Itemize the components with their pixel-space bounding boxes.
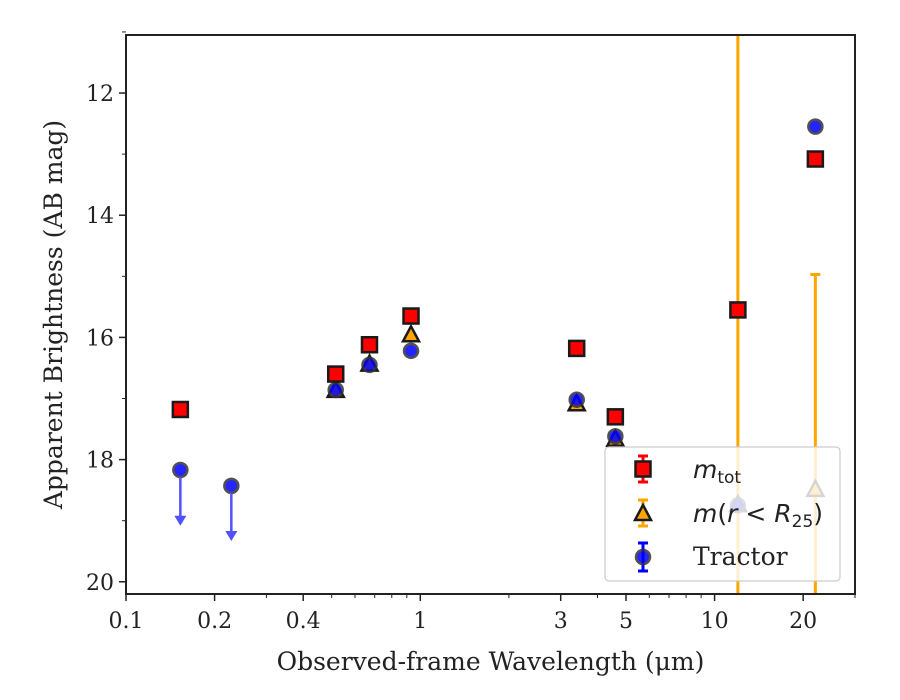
mtot-marker [171, 400, 190, 419]
legend-r25-sub: 25 [792, 512, 814, 532]
legend-mtot-label: mtot [693, 455, 741, 488]
legend-r25-m: m [693, 499, 717, 528]
axes-layer: 12 14 16 18 20 0.1 0.2 0.4 1 3 5 10 20 [86, 31, 856, 634]
x-tick-label: 10 [701, 609, 729, 634]
upper-limit-arrowhead [174, 515, 187, 526]
tractor-point [402, 342, 420, 360]
r25-marker [400, 323, 422, 343]
mtot-marker [606, 408, 625, 426]
legend-r25-R: R [774, 499, 791, 528]
tractor-point [807, 118, 824, 135]
legend-r25-r: r [727, 499, 739, 528]
x-tick-label: 20 [789, 609, 817, 634]
tractor-point [223, 477, 240, 542]
y-tick-label: 12 [86, 82, 114, 107]
legend-mtot-marker [634, 460, 652, 478]
mtot-marker [360, 335, 379, 354]
mtot-marker [402, 307, 420, 325]
upper-limit-arrowhead [225, 531, 238, 542]
x-tick-label: 1 [413, 609, 427, 634]
y-tick-label: 18 [86, 449, 114, 474]
tractor-point [568, 391, 585, 408]
legend-mtot-m: m [693, 455, 717, 484]
y-axis-label: Apparent Brightness (AB mag) [39, 120, 68, 510]
tractor-point [327, 381, 344, 399]
tractor-point [172, 461, 189, 526]
mtot-marker [806, 150, 825, 168]
y-tick-label: 16 [86, 326, 114, 351]
legend-box [604, 446, 841, 582]
x-axis-label: Observed-frame Wavelength (μm) [277, 647, 705, 676]
x-tick-label: 0.4 [286, 609, 321, 634]
x-tick-label: 0.1 [109, 609, 144, 634]
mtot-marker [729, 301, 747, 319]
legend-tractor-marker [634, 548, 652, 566]
legend-r25-open: ( [717, 499, 727, 528]
legend-r25-close: ) [813, 499, 823, 528]
mtot-marker [326, 365, 345, 383]
tractor-point [361, 356, 378, 374]
legend-r25-op: < [737, 499, 774, 528]
legend-tractor-label: Tractor [693, 542, 788, 571]
x-tick-label: 0.2 [197, 609, 232, 634]
y-tick-label: 20 [86, 571, 114, 596]
x-tick-label: 5 [619, 609, 633, 634]
mtot-marker [567, 339, 586, 358]
tractor-point [607, 428, 624, 445]
y-tick-label: 14 [86, 204, 114, 229]
legend-r25-label: m(r < R25) [693, 499, 823, 532]
x-tick-label: 3 [554, 609, 568, 634]
legend-mtot-sub: tot [717, 468, 741, 488]
plot-frame [125, 34, 856, 595]
legend-r25-marker [632, 502, 654, 522]
